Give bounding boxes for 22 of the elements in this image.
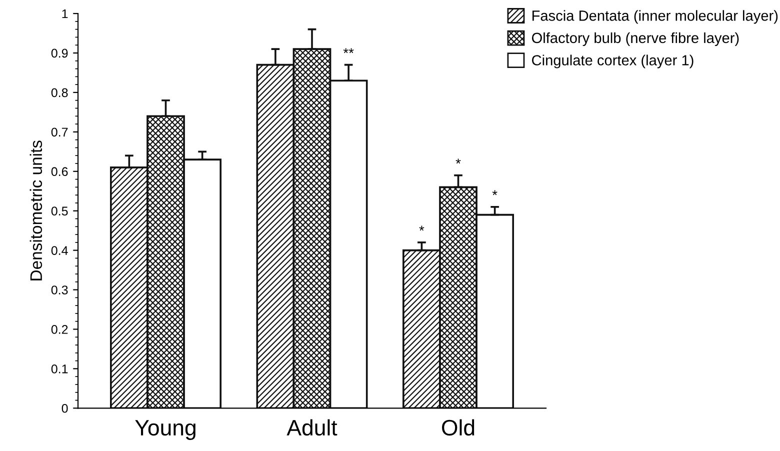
annotation: *	[419, 226, 424, 231]
y-axis-title: Densitometric units	[30, 140, 42, 280]
y-tick-label: 0.5	[51, 206, 68, 216]
x-tick-label: Old	[442, 419, 474, 436]
annotation: *	[492, 190, 498, 196]
y-tick-label: 0.4	[51, 246, 68, 255]
y-tick-label: 0.1	[51, 364, 68, 374]
y-tick-label: 0.3	[51, 286, 68, 294]
x-tick-label: Young	[135, 420, 196, 440]
annotation: *	[456, 158, 461, 164]
y-tick-label: 0.9	[51, 48, 68, 58]
x-tick-label: Adult	[286, 419, 338, 436]
legend-label: Cingulate cortex (layer 1)	[532, 54, 694, 68]
y-tick-label: 1	[62, 9, 68, 18]
y-tick-label: 0.7	[51, 128, 68, 137]
y-tick-label: 0.2	[51, 325, 68, 334]
legend-label: Olfactory bulb (nerve fibre layer)	[532, 32, 739, 46]
legend-label: Fascia Dentata (inner molecular layer)	[532, 10, 778, 24]
y-tick-label: 0	[62, 404, 68, 413]
y-tick-label: 0.8	[51, 88, 68, 98]
annotation: **	[343, 48, 354, 54]
y-tick-label: 0.6	[51, 167, 68, 176]
